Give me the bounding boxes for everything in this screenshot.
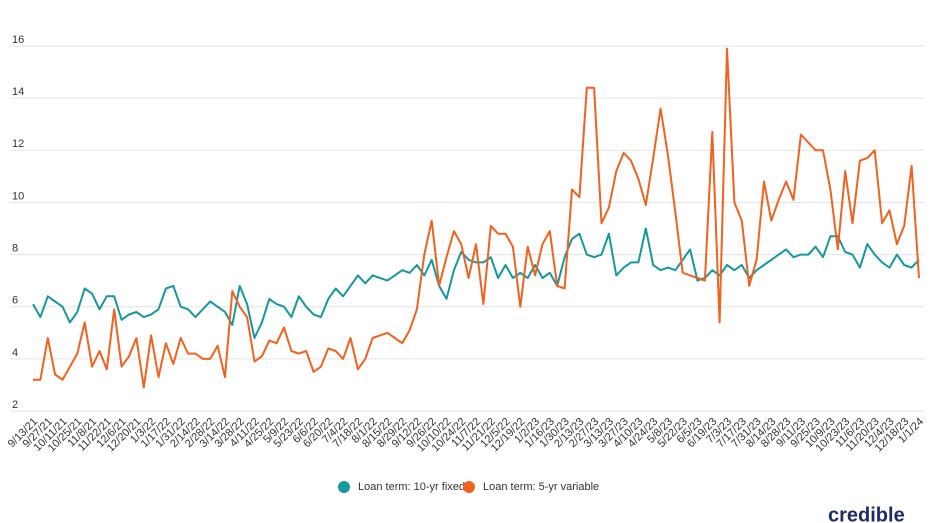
logo: credible [828,504,905,523]
y-tick-label: 16 [12,34,24,46]
y-tick-label: 6 [12,295,18,307]
legend-marker [463,481,475,493]
series-line [33,47,920,389]
legend-label: Loan term: 10-yr fixed [358,481,465,493]
y-tick-label: 14 [12,86,24,98]
y-tick-label: 12 [12,138,24,150]
legend-label: Loan term: 5-yr variable [483,481,599,493]
y-tick-label: 10 [12,190,24,202]
y-tick-label: 2 [12,399,18,411]
legend-marker [338,481,350,493]
y-tick-label: 4 [12,347,18,359]
series-line [32,227,920,339]
y-tick-label: 8 [12,242,18,254]
